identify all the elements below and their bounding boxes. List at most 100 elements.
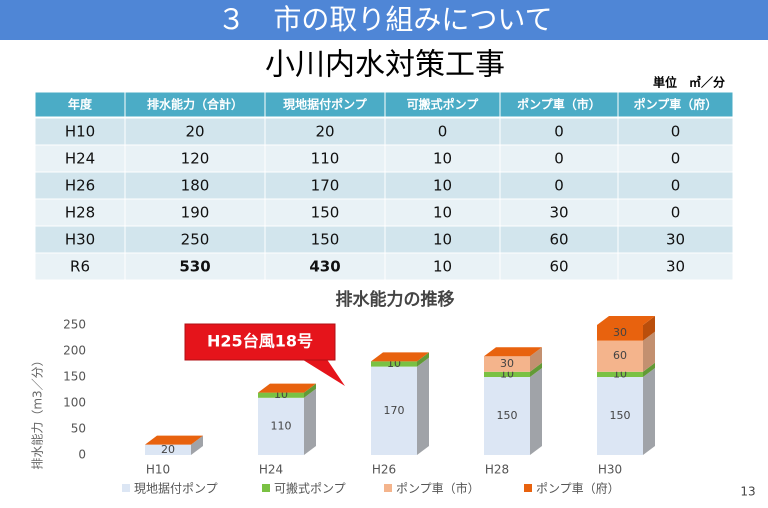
table-cell-text: H28 bbox=[65, 204, 95, 222]
data-label: 170 bbox=[384, 404, 405, 417]
bar bbox=[145, 444, 191, 455]
table-cell-text: H24 bbox=[65, 150, 95, 168]
table-cell-text: 60 bbox=[549, 231, 568, 249]
table-cell-text: 180 bbox=[181, 177, 210, 195]
bar-side bbox=[530, 347, 542, 372]
legend-label: 可搬式ポンプ bbox=[274, 481, 346, 496]
table-header-text: ポンプ車（府） bbox=[634, 97, 718, 112]
bar-side bbox=[417, 357, 429, 455]
data-label: 30 bbox=[613, 326, 627, 339]
table-cell bbox=[617, 117, 734, 146]
slide-title: ３ 市の取り組みについて bbox=[217, 3, 552, 36]
legend-label: ポンプ車（府） bbox=[536, 481, 620, 496]
y-tick-label: 250 bbox=[63, 318, 86, 332]
x-tick-label: H10 bbox=[146, 463, 170, 477]
table-cell bbox=[34, 144, 126, 173]
table-cell-text: 20 bbox=[185, 123, 204, 141]
data-label: 150 bbox=[497, 409, 518, 422]
table-cell bbox=[264, 171, 386, 200]
table-cell bbox=[124, 117, 266, 146]
legend-swatch bbox=[122, 484, 130, 492]
table-cell-text: 110 bbox=[311, 150, 340, 168]
header-bar bbox=[0, 0, 768, 40]
callout-box bbox=[184, 323, 336, 361]
y-tick-label: 150 bbox=[63, 370, 86, 384]
table-cell-text: H30 bbox=[65, 231, 95, 249]
y-tick-label: 0 bbox=[78, 448, 86, 462]
table-cell-text: 0 bbox=[671, 123, 681, 141]
legend-swatch bbox=[384, 484, 392, 492]
table-cell-text: 0 bbox=[671, 204, 681, 222]
bar-side bbox=[643, 331, 655, 372]
table-cell bbox=[264, 252, 386, 281]
x-tick-label: H26 bbox=[372, 463, 396, 477]
callout-tail bbox=[300, 358, 345, 386]
bar bbox=[484, 377, 530, 455]
x-tick-label: H30 bbox=[598, 463, 622, 477]
bar-top bbox=[258, 383, 316, 393]
table-cell bbox=[499, 198, 619, 227]
table-header-cell bbox=[264, 91, 386, 118]
table-cell bbox=[617, 252, 734, 281]
slide-subtitle: 小川内水対策工事 bbox=[265, 48, 505, 83]
annotation: H25台風18号 bbox=[207, 332, 313, 351]
table-header-text: 排水能力（合計） bbox=[147, 97, 243, 112]
bar-side bbox=[417, 352, 429, 367]
table-header-cell bbox=[617, 91, 734, 118]
table-cell-text: 10 bbox=[433, 150, 452, 168]
table-cell bbox=[264, 117, 386, 146]
table-cell bbox=[34, 252, 126, 281]
table-cell-text: 10 bbox=[433, 177, 452, 195]
bar-side bbox=[530, 362, 542, 377]
table-header-cell bbox=[124, 91, 266, 118]
bar-side bbox=[304, 383, 316, 398]
page-number: 13 bbox=[740, 485, 755, 499]
bar-side bbox=[530, 368, 542, 455]
bar bbox=[597, 340, 643, 372]
table-cell-text: 120 bbox=[181, 150, 210, 168]
data-label: 150 bbox=[610, 409, 631, 422]
table-cell bbox=[384, 171, 501, 200]
table-cell bbox=[499, 252, 619, 281]
table-header-cell bbox=[34, 91, 126, 118]
bar bbox=[258, 392, 304, 398]
table-header-text: 可搬式ポンプ bbox=[407, 97, 480, 112]
table-cell-text: 10 bbox=[433, 258, 452, 276]
table-header-text: 年度 bbox=[68, 97, 93, 112]
table-cell-text: 60 bbox=[549, 258, 568, 276]
table-cell bbox=[384, 117, 501, 146]
table-cell-text: 10 bbox=[433, 231, 452, 249]
data-label: 110 bbox=[271, 419, 292, 432]
table-cell bbox=[617, 225, 734, 254]
legend-swatch bbox=[262, 484, 270, 492]
table-cell-text: 0 bbox=[554, 123, 564, 141]
chart-title: 排水能力の推移 bbox=[336, 289, 455, 310]
table-cell bbox=[617, 198, 734, 227]
table-cell-text: 20 bbox=[315, 123, 334, 141]
table-cell bbox=[617, 171, 734, 200]
bar-side bbox=[643, 316, 655, 341]
x-tick-label: H24 bbox=[259, 463, 283, 477]
table-cell bbox=[617, 144, 734, 173]
data-label: 60 bbox=[613, 349, 627, 362]
table-cell bbox=[34, 198, 126, 227]
bar bbox=[371, 361, 417, 367]
table-cell-text: 150 bbox=[311, 231, 340, 249]
table-cell-text: 30 bbox=[549, 204, 568, 222]
data-label: 20 bbox=[161, 443, 175, 456]
bar bbox=[258, 397, 304, 455]
table-cell-text: 30 bbox=[666, 231, 685, 249]
y-tick-label: 50 bbox=[71, 422, 86, 436]
table-cell-text: 530 bbox=[179, 258, 210, 276]
bar bbox=[597, 371, 643, 377]
table-cell-text: 0 bbox=[554, 177, 564, 195]
bar-side bbox=[304, 388, 316, 455]
bar bbox=[484, 371, 530, 377]
callout: H25台風18号 bbox=[184, 323, 345, 386]
bar bbox=[597, 377, 643, 455]
table-header-cell bbox=[499, 91, 619, 118]
bar-top bbox=[145, 435, 203, 445]
y-tick-label: 200 bbox=[63, 344, 86, 358]
table-cell bbox=[34, 225, 126, 254]
